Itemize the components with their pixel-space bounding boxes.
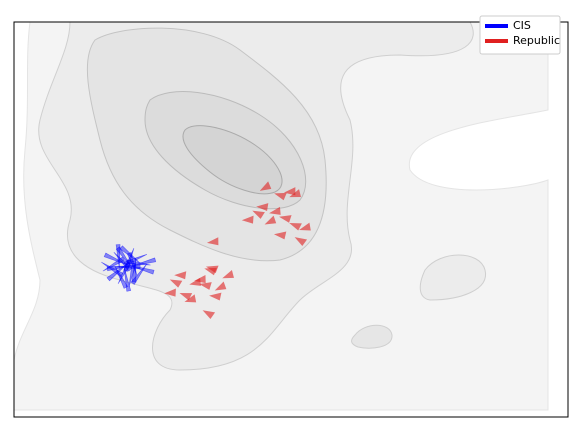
republic-marker — [174, 271, 187, 280]
republic-marker — [289, 189, 301, 198]
republic-marker — [273, 231, 287, 240]
republic-marker — [269, 206, 281, 215]
republic-marker — [252, 210, 265, 219]
republic-marker — [289, 222, 302, 231]
republic-marker — [256, 203, 269, 212]
republic-marker — [202, 310, 216, 319]
cis-marker — [115, 244, 121, 269]
republic-marker — [264, 215, 277, 225]
republic-marker — [279, 215, 292, 223]
markers — [101, 181, 311, 319]
republic-marker — [222, 270, 234, 279]
republic-marker — [214, 281, 227, 291]
density-contours — [14, 22, 549, 411]
cis-marker — [119, 245, 140, 264]
cis-marker — [103, 252, 128, 265]
republic-marker — [259, 181, 272, 191]
republic-marker — [164, 288, 176, 297]
republic-marker — [184, 294, 197, 303]
cis-marker — [130, 263, 148, 285]
republic-marker — [205, 265, 219, 274]
cis-marker — [131, 257, 157, 267]
republic-marker — [169, 279, 183, 288]
republic-marker — [241, 215, 254, 224]
cis-marker — [101, 261, 124, 277]
plot-frame — [13, 21, 569, 418]
republic-marker — [299, 222, 311, 231]
republic-marker — [283, 187, 296, 196]
contour-4 — [182, 125, 283, 195]
republic-marker — [199, 282, 212, 290]
republic-marker — [206, 237, 219, 246]
legend-label: Republic — [513, 34, 560, 47]
legend-label: CIS — [513, 19, 531, 32]
legend: CIS Republic — [479, 15, 561, 55]
cis-marker — [123, 267, 132, 292]
cis-marker — [126, 252, 138, 276]
republic-marker — [179, 292, 193, 301]
contour-1c — [351, 324, 393, 349]
republic-marker — [209, 292, 222, 301]
contour-1b — [419, 254, 486, 301]
republic-marker — [274, 192, 287, 201]
republic-marker — [194, 275, 206, 284]
republic-marker — [294, 237, 308, 246]
